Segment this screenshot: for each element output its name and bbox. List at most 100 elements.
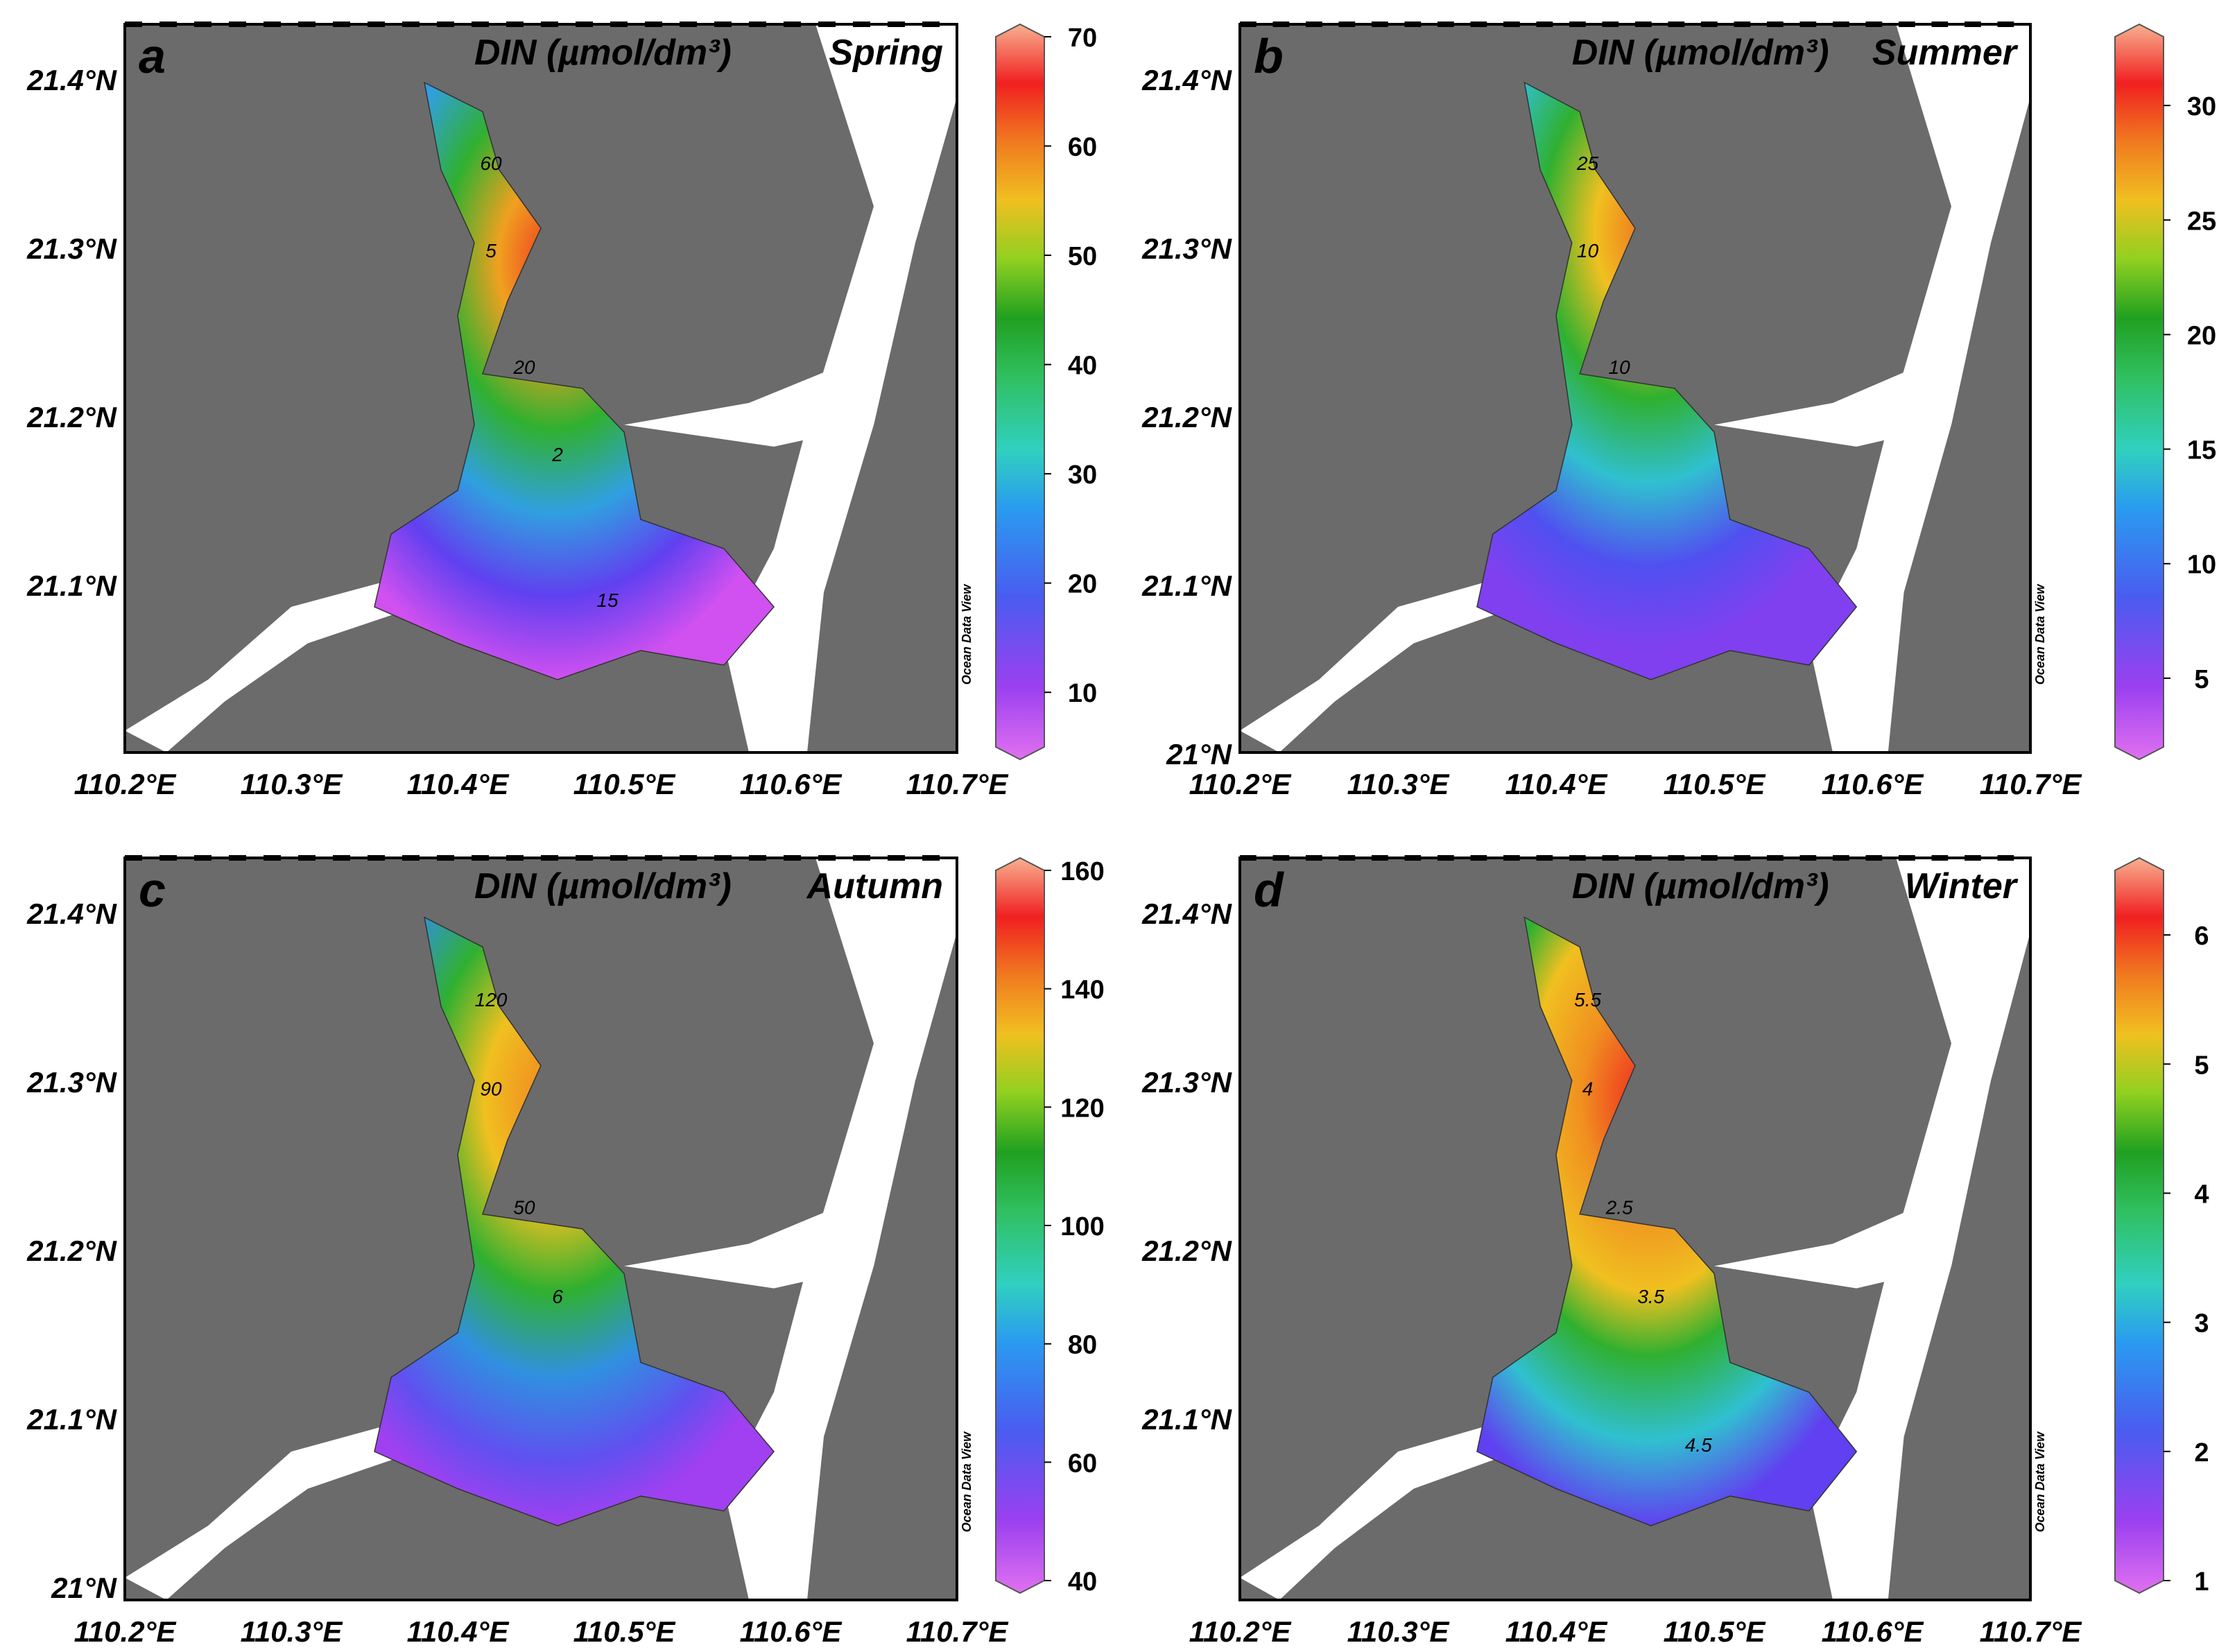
colorbar-tick-label: 120 <box>1060 1094 1104 1123</box>
lon-label: 110.3°E <box>241 1615 344 1648</box>
lon-label: 110.6°E <box>1822 1615 1925 1648</box>
colorbar-tick-label: 6 <box>2194 922 2209 951</box>
west-river <box>1240 578 1517 752</box>
contour-label: 20 <box>512 356 535 378</box>
land-east <box>1240 858 2030 1600</box>
contour-label: 3.5 <box>1637 1286 1664 1307</box>
lat-label: 21.2°N <box>26 1234 118 1267</box>
colorbar-tick-label: 80 <box>1068 1331 1097 1360</box>
land-east <box>125 858 957 1600</box>
colorbar-tick-label: 60 <box>1068 1449 1097 1478</box>
contour-label: 120 <box>475 989 508 1010</box>
panel-title: DIN (µmol/dm³) <box>1572 866 1829 906</box>
lon-label: 110.4°E <box>1505 768 1609 800</box>
lon-label: 110.5°E <box>1664 1615 1767 1648</box>
west-river <box>125 578 416 752</box>
lat-label: 21.1°N <box>26 569 118 602</box>
land-east <box>125 24 957 752</box>
lat-label: 21.1°N <box>1141 1403 1233 1436</box>
contour-label: 4 <box>1582 1078 1594 1099</box>
colorbar-ramp <box>995 857 1045 1594</box>
colorbar-tick-label: 70 <box>1068 24 1097 53</box>
panels-layer: a DIN (µmol/dm³) Spring 21.4°N 21.3°N 21.2°N 2… <box>26 21 2216 1648</box>
contour-label: 15 <box>596 590 619 611</box>
contour-label: 90 <box>480 1078 502 1099</box>
contour-label: 60 <box>480 153 502 174</box>
colorbar-tick-label: 140 <box>1060 976 1104 1005</box>
colorbar-tick-label: 25 <box>2187 207 2216 236</box>
contour-label: 2 <box>551 444 563 465</box>
east-river <box>1714 112 2015 447</box>
colorbar-tick-label: 20 <box>2187 321 2216 350</box>
din-field <box>374 916 775 1526</box>
east-river <box>624 112 940 447</box>
colorbar-d: 6 5 4 3 2 1 <box>2114 857 2209 1597</box>
colorbar-ramp <box>2114 23 2164 761</box>
colorbar-tick-label: 160 <box>1060 857 1104 886</box>
colorbar-tick-label: 5 <box>2194 1051 2209 1080</box>
colorbar-tick-label: 10 <box>2187 551 2216 580</box>
lat-label: 21°N <box>51 1572 118 1604</box>
lon-label: 110.5°E <box>1664 768 1767 800</box>
contour-label: 6 <box>552 1286 563 1307</box>
contour-label: 5 <box>485 240 497 261</box>
lat-label: 21.4°N <box>26 64 118 96</box>
west-river <box>125 1422 416 1600</box>
lat-label: 21.2°N <box>1141 401 1233 433</box>
lat-label: 21.3°N <box>1141 232 1233 265</box>
lat-label: 21.1°N <box>26 1403 118 1436</box>
lat-label: 21.4°N <box>1141 897 1233 930</box>
contour-label: 10 <box>1609 356 1631 378</box>
lon-label: 110.7°E <box>1980 1615 2083 1648</box>
panel-title: DIN (µmol/dm³) <box>474 866 732 906</box>
din-field <box>1476 916 1858 1526</box>
din-field <box>1476 81 1858 680</box>
lon-label: 110.3°E <box>1347 768 1451 800</box>
lon-label: 110.7°E <box>906 1615 1010 1648</box>
colorbar-tick-label: 1 <box>2194 1567 2209 1597</box>
odv-watermark: Ocean Data View <box>960 1431 974 1532</box>
lon-label: 110.6°E <box>740 1615 843 1648</box>
colorbar-tick-label: 5 <box>2194 665 2209 694</box>
colorbar-ramp <box>2114 857 2164 1594</box>
map-panel-b: b DIN (µmol/dm³) Summer 21.4°N 21.3°N 21.2°N 2… <box>1141 21 2082 800</box>
colorbar-tick-label: 10 <box>1068 679 1097 708</box>
panel-letter: b <box>1254 29 1284 83</box>
panel-letter: c <box>139 863 166 917</box>
lon-label: 110.3°E <box>241 768 344 800</box>
lon-label: 110.2°E <box>74 1615 178 1648</box>
colorbar-b: 30 25 20 15 10 5 <box>2114 23 2216 761</box>
lat-label: 21.3°N <box>26 232 118 265</box>
land-east <box>1240 24 2030 752</box>
colorbar-tick-label: 2 <box>2194 1438 2209 1468</box>
contour-label: 10 <box>1577 240 1599 261</box>
panel-letter: d <box>1254 863 1284 917</box>
colorbar-tick-label: 50 <box>1068 242 1097 271</box>
lat-label: 21.2°N <box>26 401 118 433</box>
map-panel-c: c DIN (µmol/dm³) Autumn 21.4°N 21.3°N 21.2°N 2… <box>26 855 1010 1648</box>
din-field <box>374 81 775 680</box>
colorbar-tick-label: 15 <box>2187 436 2216 465</box>
colorbar-tick-label: 60 <box>1068 133 1097 162</box>
odv-watermark: Ocean Data View <box>960 584 974 685</box>
colorbar-tick-label: 40 <box>1068 352 1097 381</box>
lon-label: 110.5°E <box>573 1615 677 1648</box>
panel-letter: a <box>139 29 166 83</box>
east-river <box>624 947 940 1289</box>
panel-title: DIN (µmol/dm³) <box>474 33 732 73</box>
east-river <box>1714 947 2015 1289</box>
lon-label: 110.6°E <box>1822 768 1925 800</box>
lon-label: 110.6°E <box>740 768 843 800</box>
colorbar-tick-label: 30 <box>1068 461 1097 490</box>
colorbar-c: 160 140 120 100 80 60 40 <box>995 857 1105 1597</box>
colorbar-tick-label: 3 <box>2194 1309 2209 1339</box>
lat-label: 21.2°N <box>1141 1234 1233 1267</box>
map-panel-d: d DIN (µmol/dm³) Winter 21.4°N 21.3°N 21.2°N 2… <box>1141 855 2083 1648</box>
map-panel-a: a DIN (µmol/dm³) Spring 21.4°N 21.3°N 21.2°N 2… <box>26 21 1009 800</box>
lon-label: 110.4°E <box>407 768 510 800</box>
lon-label: 110.4°E <box>407 1615 510 1648</box>
lon-label: 110.5°E <box>573 768 677 800</box>
colorbar-tick-label: 20 <box>1068 570 1097 599</box>
odv-watermark: Ocean Data View <box>2033 584 2047 685</box>
